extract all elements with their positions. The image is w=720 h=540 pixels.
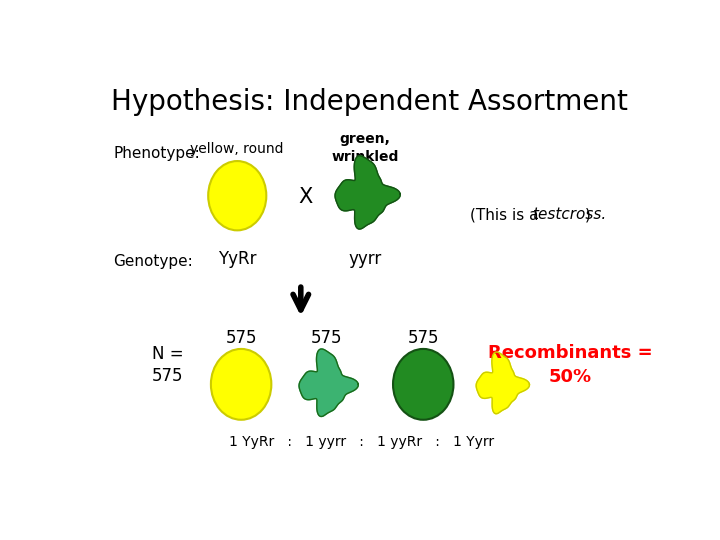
Text: 575: 575 <box>225 329 257 347</box>
Text: yyrr: yyrr <box>348 250 382 268</box>
Text: YyRr: YyRr <box>218 250 256 268</box>
Polygon shape <box>476 352 529 414</box>
Text: X: X <box>298 187 312 207</box>
Text: (This is a: (This is a <box>469 207 543 222</box>
Text: green,
wrinkled: green, wrinkled <box>331 132 399 164</box>
Text: ): ) <box>585 207 590 222</box>
Text: 1 YyRr   :   1 yyrr   :   1 yyRr   :   1 Yyrr: 1 YyRr : 1 yyrr : 1 yyRr : 1 Yyrr <box>229 435 494 449</box>
Text: Phenotype:: Phenotype: <box>113 146 200 161</box>
Text: testcross.: testcross. <box>532 207 606 222</box>
Polygon shape <box>335 156 400 229</box>
Ellipse shape <box>208 161 266 231</box>
Text: Genotype:: Genotype: <box>113 254 193 268</box>
Polygon shape <box>299 349 359 416</box>
Text: 575: 575 <box>310 329 342 347</box>
Ellipse shape <box>211 349 271 420</box>
Text: N =
575: N = 575 <box>152 345 184 385</box>
Text: yellow, round: yellow, round <box>191 143 284 157</box>
Text: Hypothesis: Independent Assortment: Hypothesis: Independent Assortment <box>111 88 627 116</box>
Text: 575: 575 <box>408 329 439 347</box>
Ellipse shape <box>393 349 454 420</box>
Text: Recombinants =
50%: Recombinants = 50% <box>488 345 653 386</box>
